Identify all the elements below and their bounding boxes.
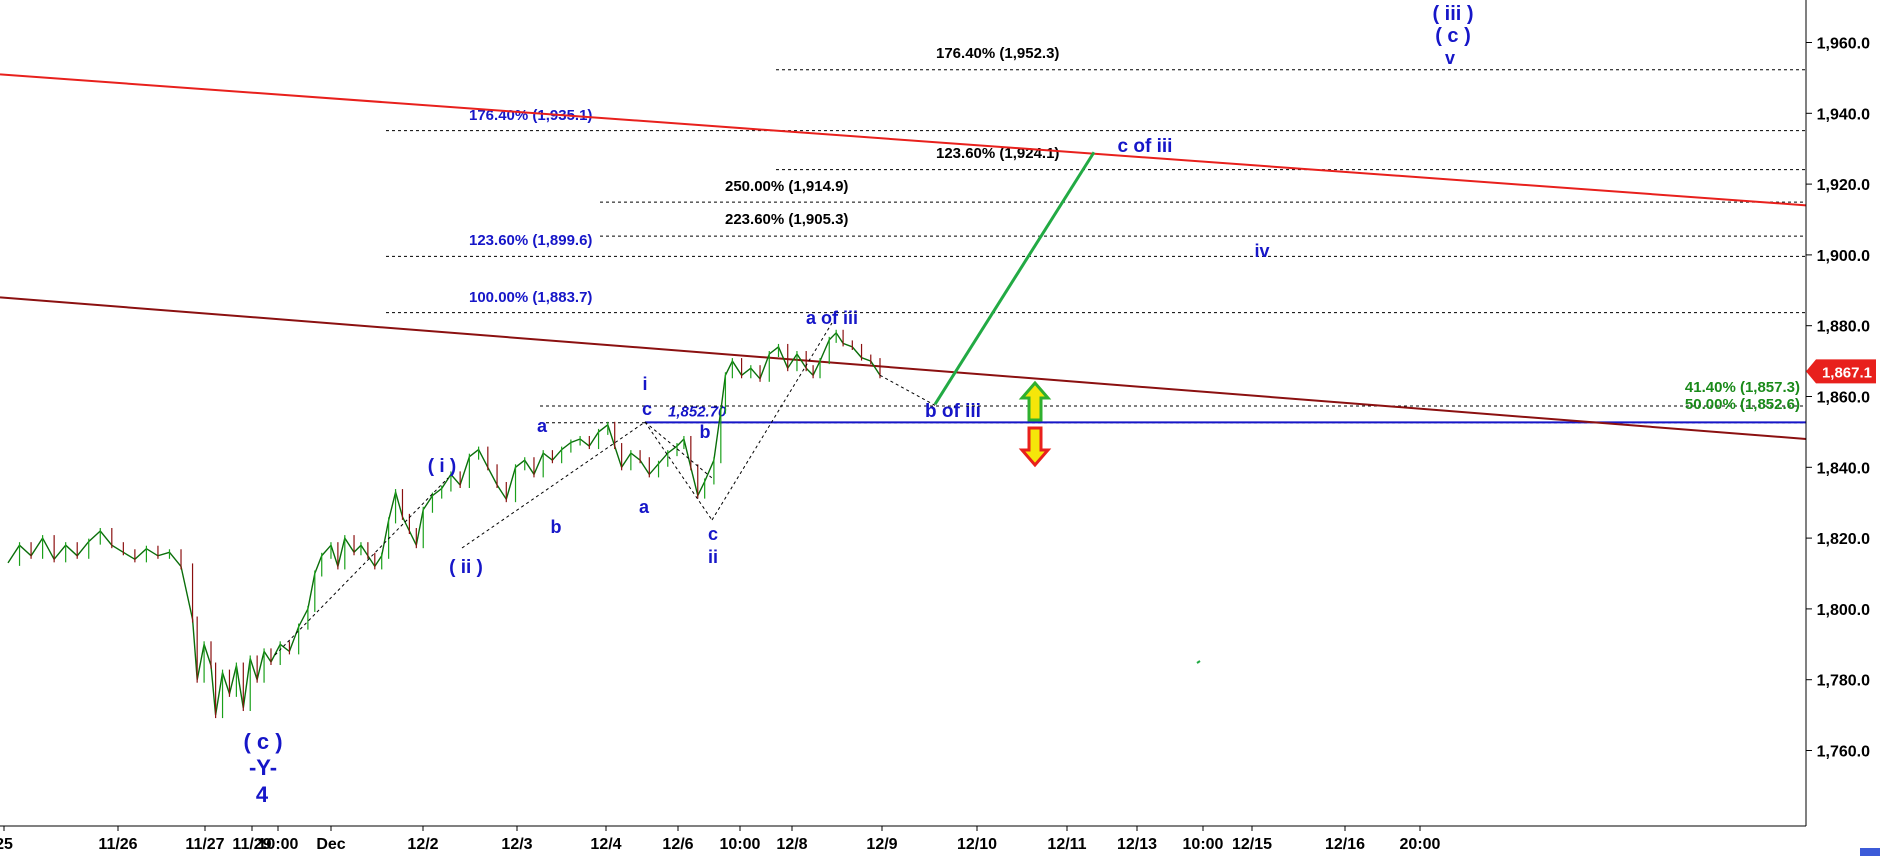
wave-label: v bbox=[1445, 48, 1455, 68]
y-tick-label: 1,800.0 bbox=[1817, 602, 1870, 619]
x-tick-label: 12/3 bbox=[501, 836, 532, 853]
y-tick-label: 1,900.0 bbox=[1817, 248, 1870, 265]
fibonacci-levels: 176.40% (1,952.3)176.40% (1,935.1)123.60… bbox=[386, 45, 1806, 424]
wave-label: c bbox=[708, 524, 718, 544]
y-tick-label: 1,940.0 bbox=[1817, 106, 1870, 123]
wave-label: iv bbox=[1254, 241, 1269, 261]
trendlines bbox=[0, 73, 1807, 664]
fib-level-label: 223.60% (1,905.3) bbox=[725, 211, 848, 228]
wave-count-lines bbox=[274, 322, 936, 656]
wave-label: ( ii ) bbox=[449, 557, 483, 578]
fib-level-label: 100.00% (1,883.7) bbox=[469, 289, 592, 306]
wave-connector bbox=[644, 421, 713, 479]
wave-connector bbox=[644, 421, 713, 521]
wave-label: ( c ) bbox=[243, 729, 282, 754]
x-tick-label: 12/9 bbox=[866, 836, 897, 853]
x-tick-label: Dec bbox=[316, 836, 345, 853]
up-arrow-icon bbox=[1018, 380, 1052, 422]
fib-level-label: 123.60% (1,899.6) bbox=[469, 232, 592, 249]
y-tick-label: 1,840.0 bbox=[1817, 460, 1870, 477]
x-tick-label: 12/8 bbox=[776, 836, 807, 853]
y-tick-label: 1,960.0 bbox=[1817, 36, 1870, 53]
projection-line bbox=[933, 151, 1096, 406]
wave-connector bbox=[274, 477, 449, 656]
x-tick-label: 12/15 bbox=[1232, 836, 1272, 853]
x-tick-label: 12/2 bbox=[407, 836, 438, 853]
wave-label: a of iii bbox=[806, 308, 858, 328]
y-tick-label: 1,760.0 bbox=[1817, 744, 1870, 761]
x-tick-label: 12/6 bbox=[662, 836, 693, 853]
x-tick-label: 10:00 bbox=[720, 836, 761, 853]
support-label: 1,852.70 bbox=[668, 403, 727, 420]
wave-connector bbox=[461, 421, 646, 549]
wave-label: a bbox=[639, 497, 650, 517]
y-tick-label: 1,780.0 bbox=[1817, 673, 1870, 690]
fib-level-label: 250.00% (1,914.9) bbox=[725, 178, 848, 195]
x-tick-label: 12/11 bbox=[1047, 836, 1086, 853]
fib-level-label: 50.00% (1,852.6) bbox=[1685, 396, 1800, 413]
y-tick-label: 1,820.0 bbox=[1817, 531, 1870, 548]
current-price-badge bbox=[1806, 359, 1876, 384]
wave-path-b bbox=[879, 374, 936, 406]
x-tick-label: 20:00 bbox=[1400, 836, 1441, 853]
wave-label: ( i ) bbox=[428, 456, 457, 477]
x-tick-label: 11/26 bbox=[98, 836, 137, 853]
projection-tick bbox=[1196, 660, 1201, 664]
y-tick-label: 1,860.0 bbox=[1817, 390, 1870, 407]
x-tick-label: 11/29 bbox=[232, 836, 271, 853]
x-tick-label: 10:00 bbox=[258, 836, 299, 853]
x-tick-label: 12/16 bbox=[1325, 836, 1365, 853]
direction-arrows bbox=[1018, 380, 1052, 468]
scroll-handle bbox=[1860, 848, 1880, 856]
wave-label: i bbox=[642, 374, 647, 394]
trendline bbox=[0, 73, 1807, 207]
down-arrow-icon bbox=[1018, 426, 1052, 468]
x-tick-label: 12/10 bbox=[957, 836, 997, 853]
wave-label: -Y- bbox=[249, 755, 277, 780]
wave-label: b of iii bbox=[925, 401, 981, 422]
x-tick-label: 25 bbox=[0, 836, 13, 853]
x-tick-label: 10:00 bbox=[1183, 836, 1224, 853]
fib-level-label: 41.40% (1,857.3) bbox=[1685, 379, 1800, 396]
x-tick-label: 11/27 bbox=[185, 836, 224, 853]
x-tick-label: 12/4 bbox=[590, 836, 621, 853]
trendline bbox=[0, 296, 1807, 440]
wave-label: b bbox=[551, 517, 562, 537]
y-tick-label: 1,880.0 bbox=[1817, 319, 1870, 336]
current-price-label: 1,867.1 bbox=[1822, 364, 1872, 381]
price-series bbox=[7, 329, 881, 719]
y-tick-label: 1,920.0 bbox=[1817, 177, 1870, 194]
x-tick-label: 12/13 bbox=[1117, 836, 1157, 853]
wave-label: ii bbox=[708, 547, 718, 567]
wave-label: b bbox=[700, 422, 711, 442]
wave-label: 4 bbox=[256, 782, 269, 807]
wave-label: ( iii ) bbox=[1432, 3, 1473, 25]
fib-level-label: 176.40% (1,952.3) bbox=[936, 45, 1059, 62]
wave-label: ( c ) bbox=[1435, 25, 1471, 47]
wave-label: a bbox=[537, 416, 548, 436]
wave-connector bbox=[711, 322, 833, 521]
wave-label: c bbox=[642, 399, 652, 419]
wave-label: c of iii bbox=[1118, 136, 1173, 157]
price-line bbox=[7, 331, 881, 716]
